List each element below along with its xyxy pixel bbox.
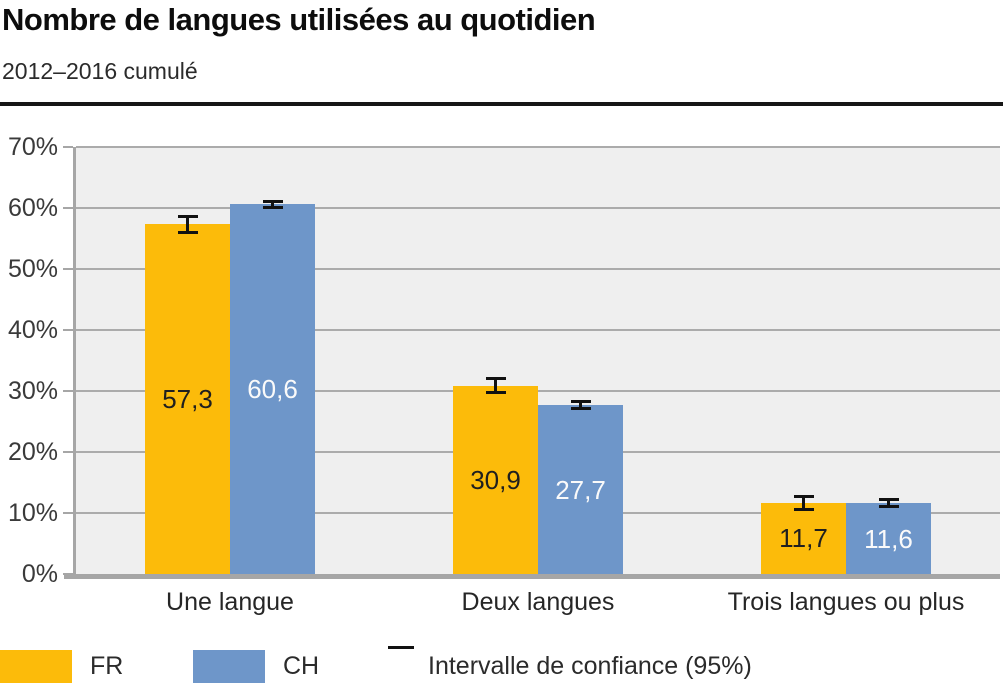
- bar-ch-trois-langues-ou-plus: 11,6: [846, 503, 931, 574]
- bar-value-label: 27,7: [555, 474, 606, 505]
- gridline-60%: [76, 207, 1000, 209]
- y-tick-70%: [63, 146, 73, 148]
- plot-area: 57,3 60,6 30,9 27,7 11,7 11,6: [76, 146, 1000, 574]
- legend-swatch-fr: [0, 650, 72, 683]
- legend-swatch-ch: [193, 650, 265, 683]
- bar-value-label: 30,9: [470, 464, 521, 495]
- y-axis-label-20%: 20%: [7, 438, 58, 466]
- gridline-70%: [76, 146, 1000, 148]
- y-axis-label-10%: 10%: [7, 499, 58, 527]
- legend-label-confidence-interval: Intervalle de confiance (95%): [428, 652, 752, 680]
- bar-fr-trois-langues-ou-plus: 11,7: [761, 502, 846, 574]
- chart-title: Nombre de langues utilisées au quotidien: [2, 2, 596, 37]
- x-axis-label-deux-langues: Deux langues: [461, 588, 615, 616]
- x-axis-label-une-langue: Une langue: [166, 588, 294, 616]
- header-divider: [0, 102, 1003, 106]
- bar-ch-deux-langues: 27,7: [538, 405, 623, 574]
- x-axis-label-trois-langues-ou-plus: Trois langues ou plus: [727, 588, 965, 616]
- x-axis-line: [64, 574, 1000, 579]
- y-tick-0%: [63, 573, 73, 575]
- y-axis-label-60%: 60%: [7, 194, 58, 222]
- y-axis-label-70%: 70%: [7, 133, 58, 161]
- error-bar-fr-trois-langues-ou-plus: [793, 494, 814, 511]
- bar-value-label: 11,7: [779, 523, 828, 554]
- error-bar-ch-deux-langues: [570, 400, 591, 410]
- chart-subtitle: 2012–2016 cumulé: [2, 58, 198, 84]
- y-axis-label-50%: 50%: [7, 255, 58, 283]
- bar-value-label: 60,6: [247, 374, 298, 405]
- y-tick-20%: [63, 451, 73, 453]
- bar-fr-une-langue: 57,3: [145, 224, 230, 574]
- bar-ch-une-langue: 60,6: [230, 204, 315, 574]
- gridline-30%: [76, 390, 1000, 392]
- y-axis-line: [73, 147, 76, 579]
- y-axis-label-40%: 40%: [7, 316, 58, 344]
- y-axis-label-30%: 30%: [7, 377, 58, 405]
- error-bar-ch-une-langue: [262, 199, 283, 209]
- error-bar-ch-trois-langues-ou-plus: [878, 498, 899, 509]
- y-tick-40%: [63, 329, 73, 331]
- y-tick-60%: [63, 207, 73, 209]
- legend-label-fr: FR: [90, 652, 124, 680]
- y-tick-10%: [63, 512, 73, 514]
- error-bar-fr-une-langue: [177, 215, 198, 234]
- bar-fr-deux-langues: 30,9: [453, 385, 538, 574]
- y-axis-label-0%: 0%: [21, 560, 58, 588]
- gridline-40%: [76, 329, 1000, 331]
- legend-label-ch: CH: [283, 652, 320, 680]
- chart-legend: FR CH Intervalle de confiance (95%): [0, 640, 1003, 686]
- gridline-50%: [76, 268, 1000, 270]
- bar-value-label: 11,6: [864, 523, 913, 554]
- y-tick-30%: [63, 390, 73, 392]
- bar-value-label: 57,3: [162, 384, 213, 415]
- error-bar-fr-deux-langues: [485, 377, 506, 394]
- error-bar-icon: [388, 646, 414, 686]
- y-tick-50%: [63, 268, 73, 270]
